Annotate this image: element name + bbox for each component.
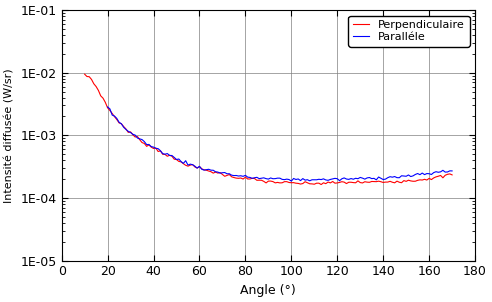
Perpendiculaire (82, 72, 88, 76)
Paralléle (272, 177, 278, 180)
Paralléle (449, 169, 455, 173)
Paralléle (348, 177, 354, 180)
Line: Perpendiculaire: Perpendiculaire (85, 74, 452, 185)
Paralléle (105, 105, 111, 109)
Paralléle (325, 178, 331, 182)
Paralléle (316, 178, 322, 181)
Perpendiculaire (433, 175, 439, 179)
Legend: Perpendiculaire, Paralléle: Perpendiculaire, Paralléle (348, 16, 469, 47)
Line: Paralléle: Paralléle (108, 107, 452, 181)
Perpendiculaire (318, 183, 324, 186)
Perpendiculaire (390, 180, 396, 184)
Perpendiculaire (449, 173, 455, 177)
Paralléle (226, 172, 232, 175)
Perpendiculaire (203, 169, 209, 172)
Perpendiculaire (217, 171, 223, 175)
Y-axis label: Intensité diffusée (W/sr): Intensité diffusée (W/sr) (5, 68, 15, 203)
X-axis label: Angle (°): Angle (°) (241, 284, 296, 297)
Perpendiculaire (183, 163, 188, 167)
Paralléle (445, 170, 451, 174)
Perpendiculaire (408, 179, 414, 183)
Paralléle (288, 179, 294, 183)
